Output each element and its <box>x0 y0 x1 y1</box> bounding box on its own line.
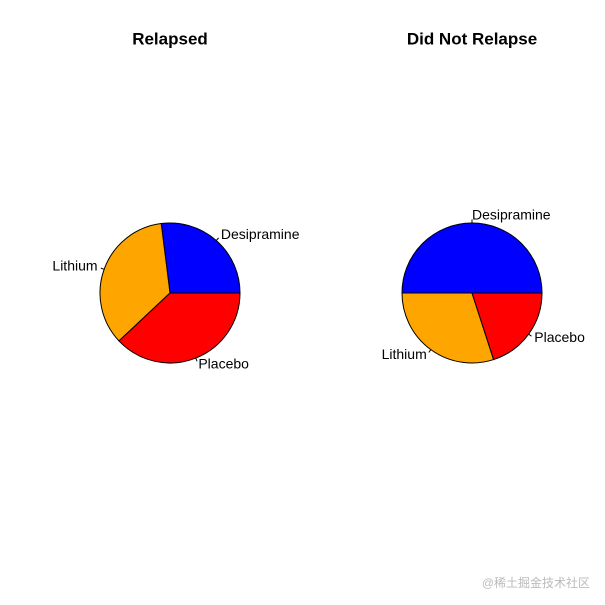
pie-slice <box>401 222 543 294</box>
chart-title: Did Not Relapse <box>407 29 537 48</box>
pie-slice <box>471 292 543 361</box>
slice-label: Placebo <box>534 329 585 345</box>
label-tick <box>428 349 432 353</box>
watermark: @稀土掘金技术社区 <box>482 575 590 590</box>
slice-label: Lithium <box>382 346 427 362</box>
label-tick <box>100 267 105 270</box>
label-tick <box>195 357 198 362</box>
slice-label: Desipramine <box>472 207 551 223</box>
slice-label: Placebo <box>198 355 249 371</box>
label-tick <box>528 333 532 337</box>
slice-label: Desipramine <box>221 226 300 242</box>
chart-title: Relapsed <box>132 29 208 48</box>
pie-slice <box>118 292 241 364</box>
pie-slice <box>160 222 241 294</box>
pie-slice <box>99 222 171 342</box>
slice-label: Lithium <box>52 258 97 274</box>
label-tick <box>215 237 219 241</box>
pie-slice <box>401 292 495 364</box>
